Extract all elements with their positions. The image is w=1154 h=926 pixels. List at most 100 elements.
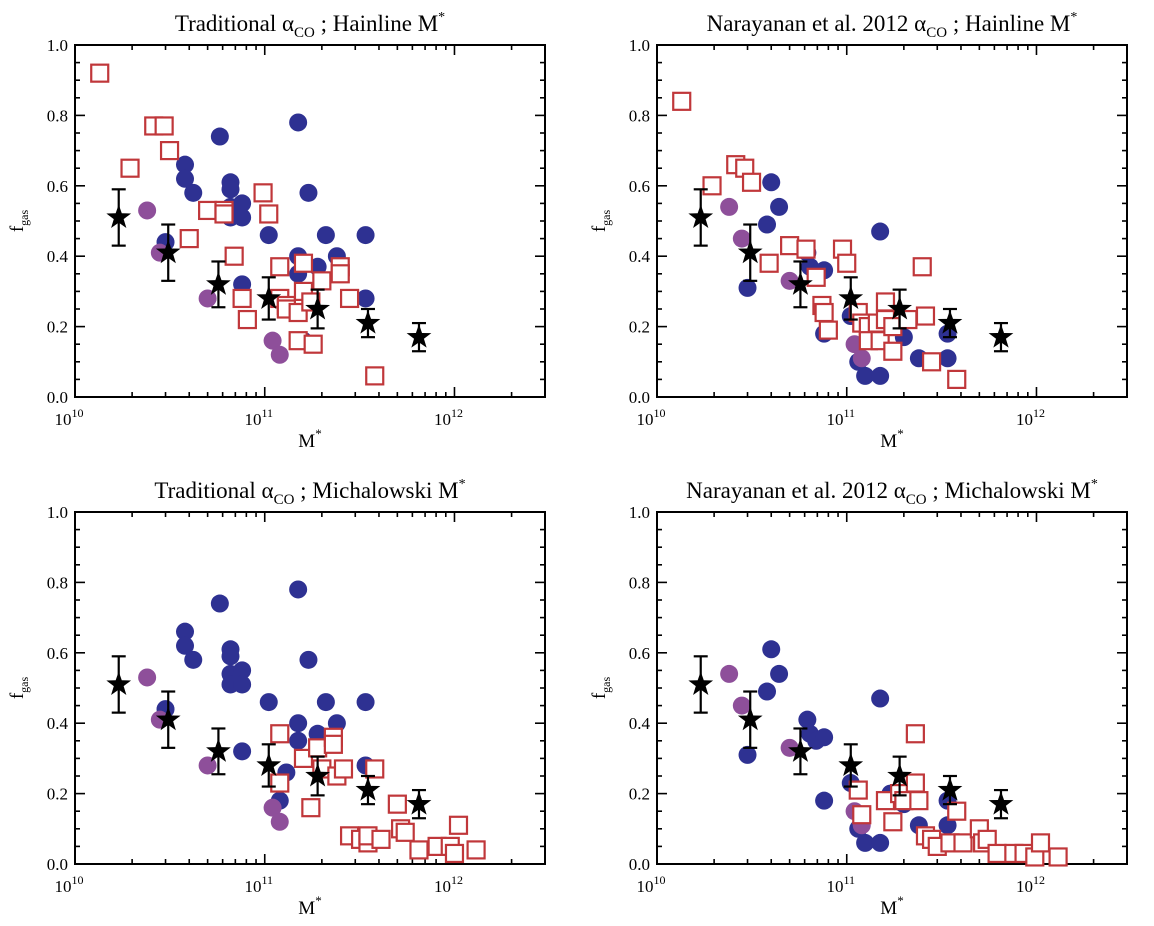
y-tick-label: 0.6: [47, 177, 68, 196]
blue-circle-point: [798, 710, 817, 729]
purple-circle-point: [263, 798, 282, 817]
red-square-point: [1048, 847, 1068, 867]
red-square-point: [270, 257, 290, 277]
star-point: [838, 752, 864, 776]
panel-title: Traditional αCO ; Michalowski M*: [154, 477, 465, 508]
panel-3: Traditional αCO ; Michalowski M* 0.0 0.2 0.…: [7, 477, 546, 919]
y-tick-label: 0.2: [47, 785, 68, 804]
y-tick-label: 0.4: [47, 247, 69, 266]
y-axis-label: fgas: [7, 210, 31, 233]
red-square-point: [796, 239, 816, 259]
blue-circle-point: [871, 366, 890, 385]
red-square-point: [395, 822, 415, 842]
red-square-point: [953, 833, 973, 853]
blue-circle-point: [762, 173, 781, 192]
blue-circle-point: [762, 640, 781, 659]
x-tick-label: 1010: [55, 406, 84, 429]
star-point: [256, 285, 282, 309]
red-square-point: [270, 724, 290, 744]
blue-circle-point: [289, 731, 308, 750]
star-point: [788, 738, 813, 762]
star-point: [355, 310, 381, 334]
blue-circle-point: [316, 693, 335, 712]
star-point: [887, 296, 912, 320]
star-point: [937, 777, 963, 801]
red-square-point: [214, 204, 234, 224]
x-tick-label: 1012: [1016, 406, 1045, 429]
star-point: [737, 239, 763, 264]
red-square-point: [852, 805, 872, 825]
red-square-point: [921, 352, 942, 372]
blue-circle-point: [871, 222, 890, 241]
blue-circle-point: [176, 622, 195, 641]
blue-circle-point: [233, 675, 252, 694]
blue-circle-point: [299, 183, 318, 202]
red-square-point: [224, 246, 244, 266]
red-square-point: [323, 734, 343, 754]
y-tick-label: 1.0: [47, 503, 68, 522]
red-square-point: [848, 780, 868, 800]
star-point: [406, 791, 432, 815]
blue-circle-point: [316, 226, 335, 245]
x-axis-label: M*: [880, 426, 903, 452]
star-point: [688, 671, 714, 695]
red-square-point: [912, 257, 932, 277]
star-point: [937, 310, 963, 334]
red-square-point: [883, 341, 903, 361]
panel-title: Narayanan et al. 2012 αCO ; Michalowski …: [686, 477, 1098, 508]
star-point: [206, 738, 231, 762]
star-point: [788, 271, 813, 295]
star-point: [305, 296, 330, 320]
red-square-point: [909, 791, 929, 811]
blue-circle-point: [356, 289, 375, 308]
star-point: [887, 763, 912, 787]
x-axis-label: M*: [298, 893, 321, 919]
red-square-point: [905, 724, 925, 744]
star-point: [355, 777, 381, 801]
red-square-point: [365, 366, 385, 386]
y-tick-label: 0.8: [47, 573, 68, 592]
y-axis-label: fgas: [7, 677, 31, 700]
blue-circle-point: [259, 226, 278, 245]
blue-circle-point: [770, 197, 789, 216]
red-square-point: [672, 91, 692, 111]
star-point: [688, 204, 714, 228]
panel-title: Narayanan et al. 2012 αCO ; Hainline M*: [707, 10, 1078, 41]
purple-circle-point: [732, 229, 751, 248]
star-point: [206, 271, 231, 295]
red-square-point: [837, 253, 857, 273]
star-point: [106, 671, 132, 695]
star-point: [737, 706, 763, 731]
red-square-point: [883, 812, 903, 832]
y-tick-label: 0.6: [629, 644, 650, 663]
blue-circle-point: [233, 194, 252, 213]
purple-circle-point: [138, 668, 157, 687]
y-axis-label: fgas: [589, 210, 613, 233]
x-tick-label: 1010: [55, 873, 84, 896]
blue-circle-point: [856, 366, 875, 385]
red-square-point: [444, 843, 465, 864]
red-square-point: [237, 309, 257, 330]
star-point: [305, 763, 330, 787]
red-square-point: [259, 204, 279, 224]
red-square-point: [253, 183, 273, 203]
blue-circle-point: [356, 226, 375, 245]
y-tick-label: 1.0: [629, 36, 650, 55]
red-square-point: [448, 815, 469, 835]
y-tick-label: 0.8: [47, 106, 68, 125]
purple-circle-point: [720, 664, 739, 683]
blue-circle-point: [289, 714, 308, 733]
red-square-point: [308, 738, 328, 758]
red-square-point: [947, 369, 967, 389]
blue-circle-point: [738, 745, 757, 764]
y-tick-label: 0.4: [629, 247, 651, 266]
y-tick-label: 0.2: [47, 318, 68, 337]
y-tick-label: 0.8: [629, 106, 650, 125]
blue-circle-point: [233, 661, 252, 680]
blue-circle-point: [758, 682, 777, 701]
star-point: [155, 706, 181, 731]
y-tick-label: 0.0: [629, 388, 650, 407]
y-tick-label: 1.0: [629, 503, 650, 522]
blue-circle-point: [289, 580, 308, 599]
red-square-point: [987, 843, 1007, 864]
